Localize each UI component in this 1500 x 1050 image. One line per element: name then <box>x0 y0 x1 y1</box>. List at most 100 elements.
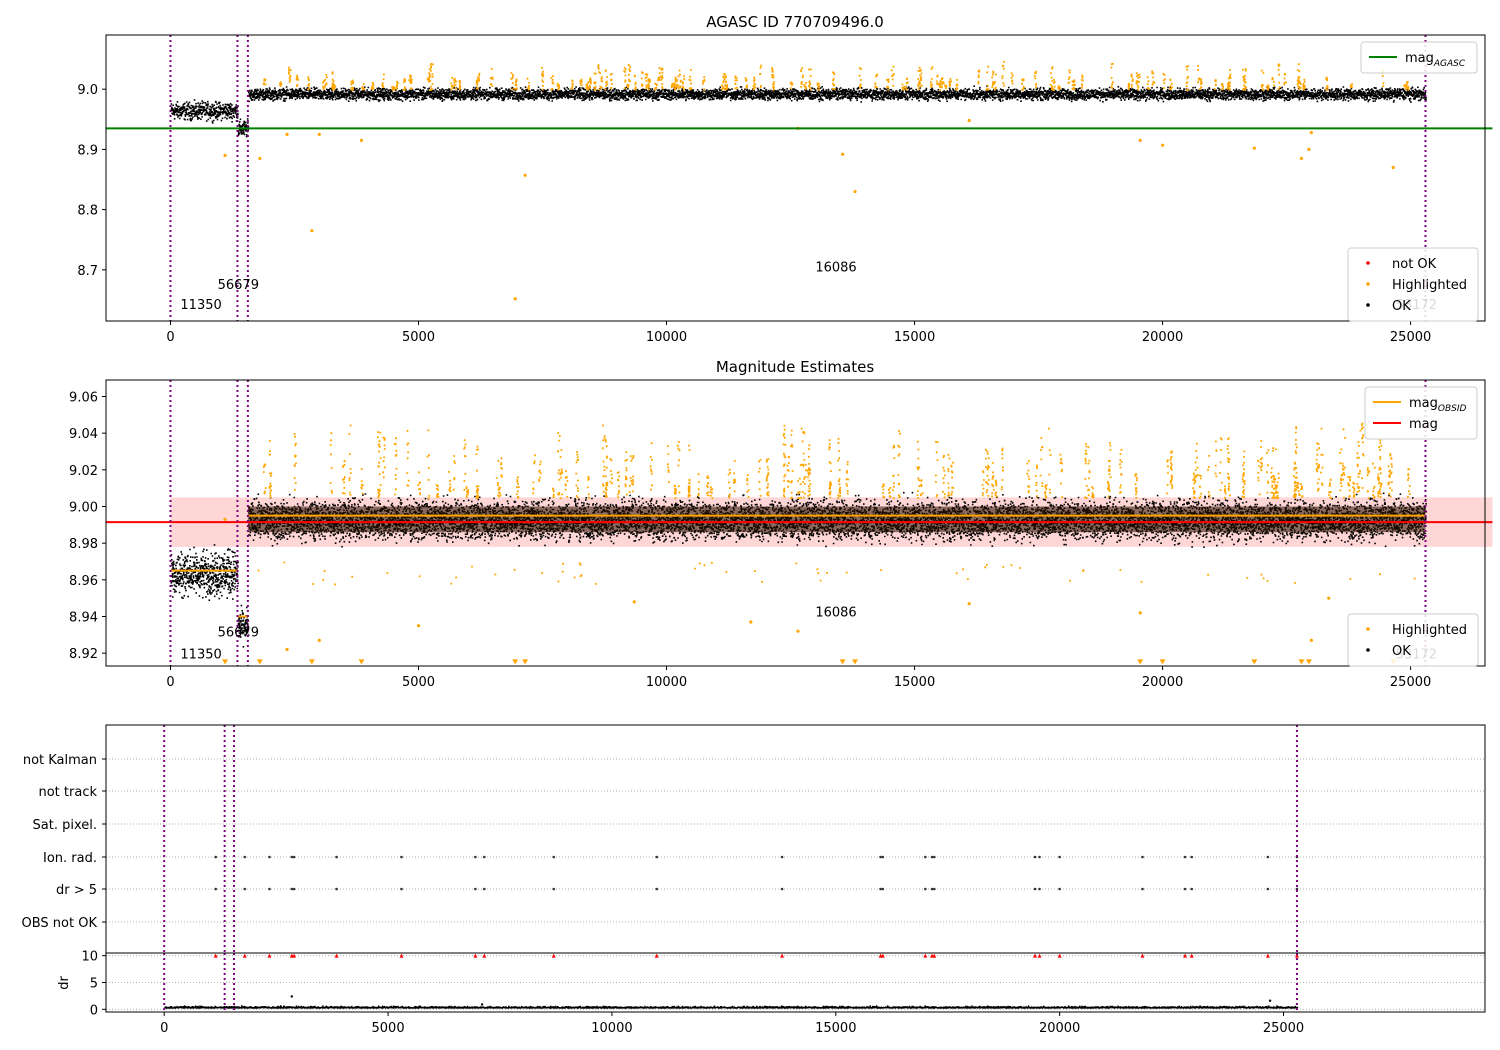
flag-point <box>655 855 659 859</box>
p2-outlier-point <box>632 600 636 604</box>
p2-xtick-label: 15000 <box>894 675 935 690</box>
p1-bottom-legend-box <box>1347 247 1479 322</box>
flag-point <box>335 855 338 859</box>
p1-bottom-legend-marker <box>1366 282 1370 286</box>
dr-clipped-marker <box>880 953 885 958</box>
flag-point <box>400 887 403 891</box>
p2-xtick-label: 25000 <box>1390 675 1431 690</box>
flag-point <box>268 855 271 859</box>
flag-point <box>881 855 885 859</box>
flag-point <box>780 887 784 891</box>
p2-ytick-label: 8.92 <box>69 647 98 662</box>
panel-1-title: AGASC ID 770709496.0 <box>706 13 884 31</box>
p2-ytick-label: 8.98 <box>69 537 98 552</box>
p1-outlier-point <box>967 118 971 123</box>
dr-clipped-marker <box>1140 953 1145 958</box>
flag-point <box>1183 855 1187 859</box>
p1-top-legend-box <box>1360 41 1478 74</box>
p1-xtick-label: 5000 <box>402 330 435 345</box>
p1-outlier-point <box>1138 138 1142 142</box>
flag-point <box>290 855 294 859</box>
p2-top-legend-subscript: OBSID <box>1438 404 1467 414</box>
p4-xtick-label: 5000 <box>372 1021 405 1036</box>
p1-outlier-point <box>223 153 227 158</box>
dr-clipped-marker <box>267 953 272 958</box>
p4-ytick-label: 0 <box>90 1003 98 1018</box>
flag-point <box>290 887 294 891</box>
p4-xtick-label: 0 <box>160 1021 168 1036</box>
p2-ytick-label: 8.96 <box>69 574 98 589</box>
flag-point <box>924 887 927 891</box>
dr-points <box>164 1005 1299 1009</box>
p1-ok-points <box>170 85 1427 138</box>
p2-clipped-marker <box>1137 659 1144 665</box>
p2-clipped-marker <box>1251 659 1258 665</box>
flag-point <box>400 855 403 859</box>
flag-point <box>292 887 296 891</box>
p2-bottom-legend-label: Highlighted <box>1392 623 1467 638</box>
flag-point <box>879 855 882 859</box>
p2-xtick-label: 5000 <box>402 675 435 690</box>
p2-outlier-point <box>223 517 227 521</box>
p1-bottom-legend-marker <box>1366 261 1370 265</box>
dr-clipped-marker <box>242 953 247 958</box>
p1-bottom-legend-marker <box>1366 303 1370 307</box>
p1-points <box>170 61 1427 301</box>
dr-clipped-marker <box>654 953 659 958</box>
dr-clipped-marker <box>932 953 937 958</box>
dr-clipped-marker <box>780 953 785 958</box>
flag-point <box>552 887 556 891</box>
dr-clipped-marker <box>1033 953 1038 958</box>
dr-clipped-marker <box>1294 953 1299 958</box>
flag-point <box>214 855 217 859</box>
dr-clipped-marker <box>213 953 218 958</box>
flag-label: Sat. pixel. <box>33 818 97 833</box>
p1-ytick-label: 8.8 <box>77 204 98 219</box>
p2-top-legend-box <box>1364 386 1478 440</box>
flag-point <box>214 887 217 891</box>
p4-frame <box>105 952 1486 1013</box>
p4-ytick-label: 10 <box>81 950 98 965</box>
dr-clipped-marker <box>1189 953 1194 958</box>
flag-label: Ion. rad. <box>43 851 97 866</box>
flag-point <box>1190 855 1194 859</box>
p1-outlier-point <box>258 156 262 161</box>
p2-clipped-marker <box>1159 659 1166 665</box>
panel-flags: not Kalman not track Sat. pixel. Ion. rad. d… <box>22 724 1486 954</box>
flag-point <box>474 855 477 859</box>
p1-outlier-point <box>1391 165 1395 170</box>
p1-outlier-point <box>853 189 857 194</box>
panel-magnitude-estimates: Magnitude Estimates 11350566791608653172… <box>69 358 1493 690</box>
flag-point <box>474 887 477 891</box>
flag-label: not Kalman <box>23 753 97 768</box>
dr-clipped-marker <box>923 953 928 958</box>
p2-xtick-label: 0 <box>166 675 174 690</box>
flag-point <box>243 887 247 891</box>
flag-point <box>1266 887 1270 891</box>
p4-xtick-label: 10000 <box>591 1021 632 1036</box>
flag-point <box>1190 887 1194 891</box>
p1-xtick-label: 20000 <box>1142 330 1183 345</box>
flag-point <box>1183 887 1187 891</box>
flag-point <box>932 855 936 859</box>
flag-point <box>1141 855 1144 859</box>
p2-outlier-point <box>317 638 321 642</box>
p1-outlier-point <box>359 138 364 142</box>
p2-xtick-label: 20000 <box>1142 675 1183 690</box>
p2-clipped-marker <box>222 659 229 665</box>
p2-outlier-point <box>416 624 421 628</box>
dr-spike-point <box>290 995 294 998</box>
p2-clipped-marker <box>839 659 846 665</box>
flag-point <box>780 855 784 859</box>
p2-ytick-label: 9.02 <box>69 464 98 479</box>
p2-outlier-point <box>285 647 289 652</box>
p2-obsid-annotation: 11350 <box>180 648 221 663</box>
flag-point <box>655 887 659 891</box>
flag-point <box>268 887 271 891</box>
p1-bottom-legend-label: Highlighted <box>1392 278 1467 293</box>
p2-points <box>170 422 1427 665</box>
flag-point <box>1038 887 1041 891</box>
p1-outlier-point <box>1309 130 1313 135</box>
panel-agasc: AGASC ID 770709496.0 1135056679160865317… <box>77 13 1493 345</box>
panel-2-title: Magnitude Estimates <box>716 358 874 376</box>
